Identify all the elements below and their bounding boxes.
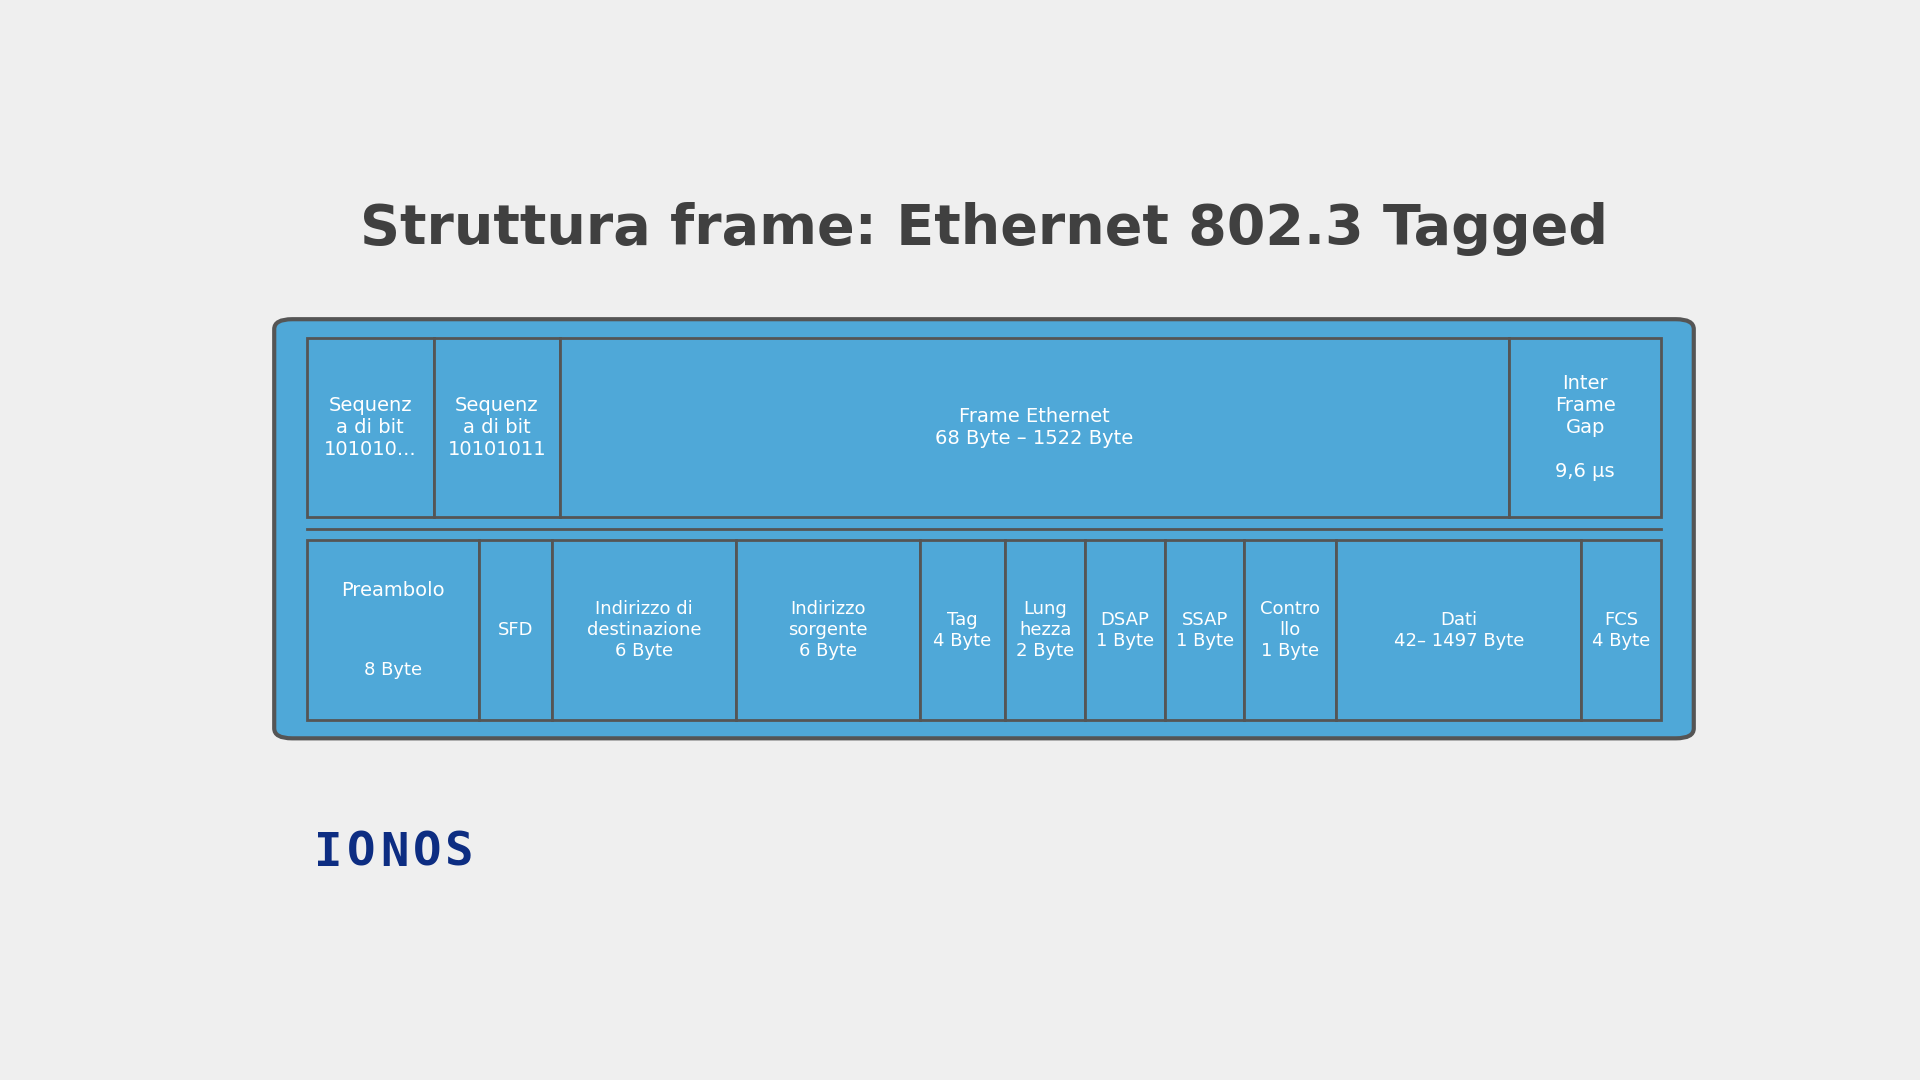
Bar [307,540,478,720]
Text: S: S [445,831,474,876]
FancyBboxPatch shape [275,320,1693,739]
Text: FCS
4 Byte: FCS 4 Byte [1592,611,1651,649]
Bar [434,337,561,517]
Text: O: O [413,831,442,876]
Text: SSAP
1 Byte: SSAP 1 Byte [1175,611,1235,649]
Bar [1006,540,1085,720]
Bar [920,540,1006,720]
Text: Tag
4 Byte: Tag 4 Byte [933,611,993,649]
Text: O: O [348,831,376,876]
Bar [1336,540,1582,720]
Text: SFD: SFD [497,621,534,639]
Bar [1509,337,1661,517]
Text: Preambolo: Preambolo [342,581,445,600]
Bar [1582,540,1661,720]
Text: Dati
42– 1497 Byte: Dati 42– 1497 Byte [1394,611,1524,649]
Text: 8 Byte: 8 Byte [363,661,422,678]
Text: N: N [380,831,409,876]
Text: I: I [315,831,344,876]
Text: DSAP
1 Byte: DSAP 1 Byte [1096,611,1154,649]
Bar [1085,540,1165,720]
Text: Sequenz
a di bit
101010...: Sequenz a di bit 101010... [324,396,417,459]
Bar [735,540,920,720]
Text: Lung
hezza
2 Byte: Lung hezza 2 Byte [1016,600,1075,660]
Text: Indirizzo di
destinazione
6 Byte: Indirizzo di destinazione 6 Byte [588,600,701,660]
Bar [561,337,1509,517]
Text: Frame Ethernet
68 Byte – 1522 Byte: Frame Ethernet 68 Byte – 1522 Byte [935,407,1133,448]
Text: Sequenz
a di bit
10101011: Sequenz a di bit 10101011 [447,396,545,459]
Bar [478,540,553,720]
Bar [553,540,735,720]
Text: Struttura frame: Ethernet 802.3 Tagged: Struttura frame: Ethernet 802.3 Tagged [361,202,1609,256]
Text: Inter
Frame
Gap

9,6 µs: Inter Frame Gap 9,6 µs [1555,374,1615,481]
Text: Indirizzo
sorgente
6 Byte: Indirizzo sorgente 6 Byte [787,600,868,660]
Bar [307,337,434,517]
Text: Contro
llo
1 Byte: Contro llo 1 Byte [1260,600,1321,660]
Bar [1244,540,1336,720]
Bar [1165,540,1244,720]
